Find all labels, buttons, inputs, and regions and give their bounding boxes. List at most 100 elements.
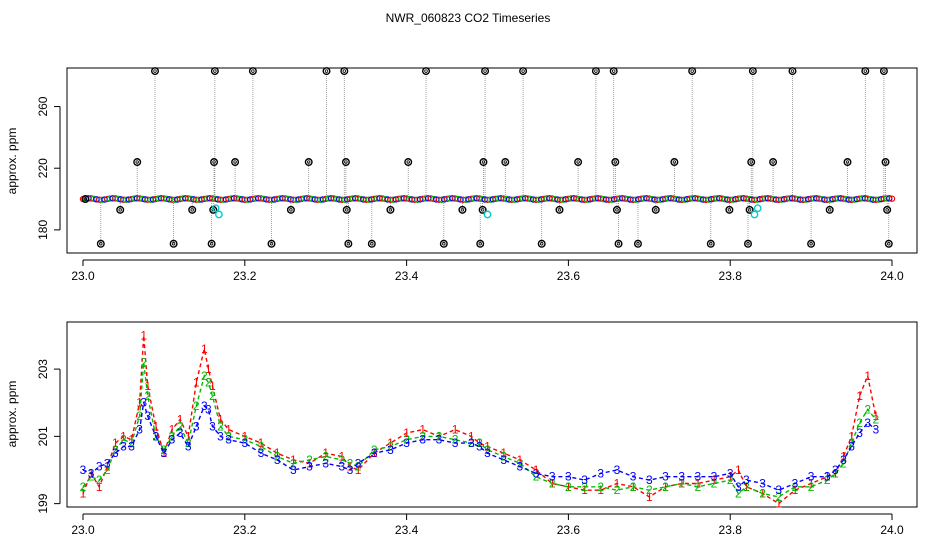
series-point-2: 2 <box>205 376 212 390</box>
outlier-marker <box>404 158 413 167</box>
series-point-1: 1 <box>205 362 212 376</box>
series-point-3: 3 <box>792 476 799 490</box>
outlier-marker-inner <box>863 69 868 73</box>
series-point-2: 2 <box>824 473 831 487</box>
series-point-2: 2 <box>872 413 879 427</box>
series-point-3: 3 <box>759 476 766 490</box>
series-point-3: 3 <box>630 470 637 484</box>
series-line-2 <box>82 362 877 498</box>
outlier-marker <box>843 158 852 167</box>
outlier-marker <box>725 205 734 214</box>
series-point-3: 3 <box>140 396 147 410</box>
outlier-marker <box>116 205 125 214</box>
outlier-marker <box>861 67 870 76</box>
bottom-y-tick-label: 199 <box>36 493 50 513</box>
outlier-marker <box>825 205 834 214</box>
series-point-2: 2 <box>581 480 588 494</box>
outlier-marker-inner <box>709 242 713 246</box>
series-point-2: 2 <box>258 439 265 453</box>
series-point-3: 3 <box>476 439 483 453</box>
outlier-marker-inner <box>480 208 485 212</box>
series-point-3: 3 <box>856 426 863 440</box>
cyan-marker <box>211 204 220 213</box>
outlier-marker <box>81 195 90 204</box>
series-point-3: 3 <box>808 470 815 484</box>
outlier-marker-inner <box>749 160 753 164</box>
outlier-marker-inner <box>727 208 732 212</box>
series-point-2: 2 <box>104 463 111 477</box>
top-baseline-points <box>79 195 896 204</box>
series-point-2: 2 <box>169 429 176 443</box>
top-plot-frame <box>66 67 918 254</box>
series-point-3: 3 <box>96 460 103 474</box>
outlier-marker-inner <box>324 69 329 73</box>
series-point-2: 2 <box>848 436 855 450</box>
series-point-2: 2 <box>419 429 426 443</box>
outlier-marker <box>747 158 756 167</box>
outlier-marker-inner <box>503 160 507 164</box>
bottom-x-tick-label: 23.2 <box>233 523 257 537</box>
top-x-axis: 23.0 23.2 23.4 23.6 23.8 24.0 <box>71 259 904 283</box>
outlier-marker <box>881 158 890 167</box>
outlier-marker <box>745 205 754 214</box>
series-point-1: 1 <box>193 376 200 390</box>
series-point-3: 3 <box>144 409 151 423</box>
series-point-1: 1 <box>128 433 135 447</box>
outlier-marker <box>633 239 642 248</box>
outlier-marker-inner <box>613 160 618 164</box>
outlier-marker <box>386 205 395 214</box>
outlier-marker-inner <box>746 242 750 246</box>
series-point-1: 1 <box>581 483 588 497</box>
outlier-marker <box>614 239 623 248</box>
series-point-2: 2 <box>387 439 394 453</box>
series-point-3: 3 <box>872 423 879 437</box>
series-point-3: 3 <box>419 433 426 447</box>
series-point-3: 3 <box>581 473 588 487</box>
series-point-1: 1 <box>136 396 143 410</box>
outlier-marker <box>479 158 488 167</box>
outlier-marker <box>612 205 621 214</box>
outlier-marker-inner <box>478 242 482 246</box>
cyan-marker <box>750 210 759 219</box>
series-point-2: 2 <box>290 456 297 470</box>
series-point-3: 3 <box>646 473 653 487</box>
series-point-3: 3 <box>80 463 87 477</box>
series-point-3: 3 <box>290 463 297 477</box>
bottom-y-tick-label: 201 <box>36 426 50 446</box>
series-point-3: 3 <box>225 433 232 447</box>
top-y-axis: 180 220 260 <box>36 96 61 240</box>
series-point-1: 1 <box>662 480 669 494</box>
outlier-marker <box>96 239 105 248</box>
series-point-1: 1 <box>468 429 475 443</box>
bottom-y-axis-label: approx. ppm <box>5 381 19 448</box>
outlier-marker <box>611 158 620 167</box>
outlier-marker-inner <box>99 242 103 246</box>
outlier-marker <box>481 67 490 76</box>
outlier-marker-inner <box>190 208 194 212</box>
series-point-2: 2 <box>832 466 839 480</box>
series-point-3: 3 <box>120 439 127 453</box>
outlier-marker <box>609 67 618 76</box>
series-point-2: 2 <box>856 416 863 430</box>
series-point-1: 1 <box>792 483 799 497</box>
outlier-marker <box>340 67 349 76</box>
outlier-marker-inner <box>883 160 888 164</box>
series-point-1: 1 <box>241 429 248 443</box>
series-point-1: 1 <box>694 476 701 490</box>
series-point-3: 3 <box>775 483 782 497</box>
series-point-2: 2 <box>630 480 637 494</box>
series-point-1: 1 <box>355 463 362 477</box>
outlier-marker <box>591 67 600 76</box>
series-point-1: 1 <box>597 483 604 497</box>
series-point-3: 3 <box>306 460 313 474</box>
outlier-marker-inner <box>887 242 891 246</box>
outlier-marker <box>322 67 331 76</box>
series-point-1: 1 <box>225 423 232 437</box>
series-point-3: 3 <box>339 460 346 474</box>
series-point-1: 1 <box>533 463 540 477</box>
series-point-1: 1 <box>484 439 491 453</box>
outlier-marker <box>133 158 142 167</box>
bottom-x-axis: 23.0 23.2 23.4 23.6 23.8 24.0 <box>71 513 904 537</box>
series-point-2: 2 <box>177 419 184 433</box>
